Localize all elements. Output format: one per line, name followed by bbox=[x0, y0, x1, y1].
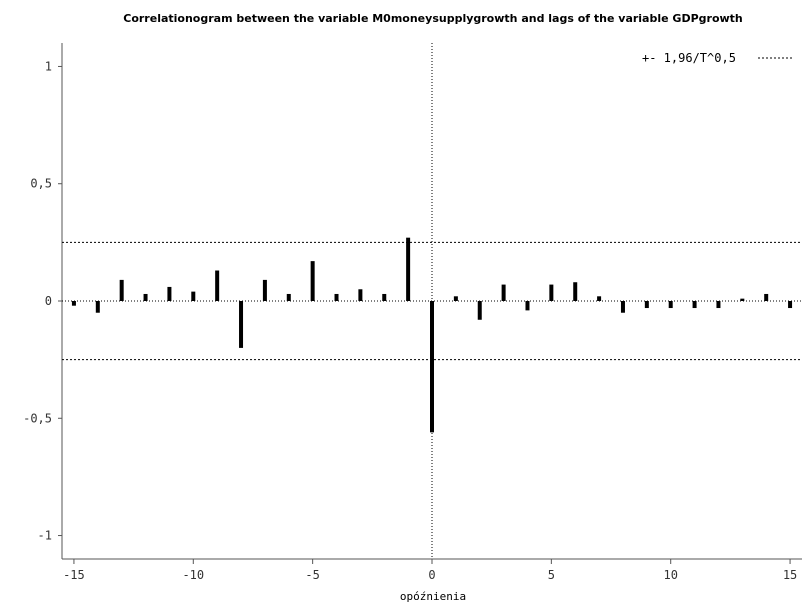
y-tick-label: -1 bbox=[38, 529, 52, 543]
bar-lag-12 bbox=[716, 301, 721, 309]
bar-lag--9 bbox=[215, 270, 220, 301]
x-tick-label: 15 bbox=[783, 568, 797, 582]
x-tick-label: 5 bbox=[548, 568, 555, 582]
x-tick-label: 0 bbox=[428, 568, 435, 582]
bar-lag--13 bbox=[119, 279, 124, 301]
x-axis-ticks: -15 -10 -5 0 5 10 15 bbox=[63, 559, 797, 582]
bar-lag--10 bbox=[191, 291, 196, 301]
bar-lag-8 bbox=[620, 301, 625, 313]
bar-lag-1 bbox=[453, 296, 458, 301]
x-tick-label: -10 bbox=[182, 568, 204, 582]
bar-lag--11 bbox=[167, 286, 172, 301]
bar-lag--3 bbox=[358, 289, 363, 301]
legend: +- 1,96/T^0,5 bbox=[642, 51, 792, 65]
y-axis-ticks: -1 -0,5 0 0,5 1 bbox=[23, 59, 62, 543]
bar-lag--4 bbox=[334, 293, 339, 301]
legend-label: +- 1,96/T^0,5 bbox=[642, 51, 736, 65]
bars bbox=[71, 237, 793, 433]
y-tick-label: -0,5 bbox=[23, 411, 52, 425]
bar-lag-6 bbox=[573, 282, 578, 301]
bar-lag--12 bbox=[143, 293, 148, 301]
bar-lag--14 bbox=[95, 301, 100, 313]
x-tick-label: -5 bbox=[305, 568, 319, 582]
bar-lag-9 bbox=[644, 301, 649, 309]
y-tick-label: 0,5 bbox=[30, 177, 52, 191]
bar-lag--8 bbox=[239, 301, 244, 348]
bar-lag-5 bbox=[549, 284, 554, 301]
bar-lag-3 bbox=[501, 284, 506, 301]
bar-lag-15 bbox=[788, 301, 793, 309]
x-axis-label: opóźnienia bbox=[400, 590, 466, 603]
bar-lag-2 bbox=[477, 301, 482, 320]
bar-lag-11 bbox=[692, 301, 697, 309]
y-tick-label: 0 bbox=[45, 294, 52, 308]
x-tick-label: 10 bbox=[663, 568, 677, 582]
x-tick-label: -15 bbox=[63, 568, 85, 582]
bar-lag--15 bbox=[71, 301, 76, 306]
bar-lag--1 bbox=[406, 237, 411, 301]
bar-lag--2 bbox=[382, 293, 387, 301]
bar-lag-14 bbox=[764, 293, 769, 301]
y-tick-label: 1 bbox=[45, 59, 52, 73]
chart-title: Correlationogram between the variable M0… bbox=[123, 12, 743, 25]
bar-lag-13 bbox=[740, 298, 745, 301]
bar-lag--6 bbox=[286, 293, 291, 301]
bar-lag--7 bbox=[262, 279, 267, 301]
bar-lag-4 bbox=[525, 301, 530, 311]
bar-lag-0 bbox=[430, 301, 434, 433]
bar-lag-7 bbox=[597, 296, 602, 301]
bar-lag--5 bbox=[310, 261, 315, 301]
bar-lag-10 bbox=[668, 301, 673, 309]
